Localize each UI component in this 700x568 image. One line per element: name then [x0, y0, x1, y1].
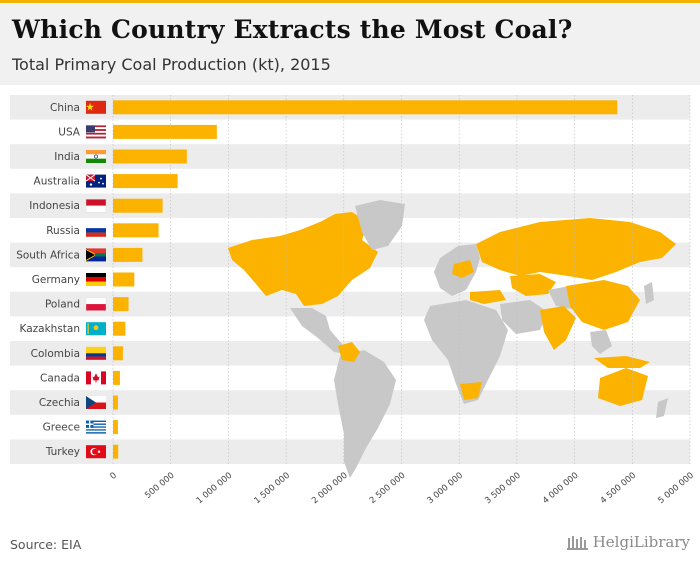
- colombia-flag: [86, 346, 106, 360]
- category-label: China: [50, 102, 80, 114]
- bar: [113, 420, 118, 435]
- world-map: [228, 200, 676, 478]
- x-tick-label: 1 500 000: [252, 471, 292, 506]
- flags: [85, 100, 107, 459]
- x-tick-label: 4 000 000: [541, 471, 581, 506]
- map-japan: [644, 282, 654, 304]
- x-tick-label: 4 500 000: [599, 471, 639, 506]
- bar: [113, 370, 120, 385]
- map-middle-east: [500, 300, 548, 334]
- x-tick-label: 3 000 000: [426, 471, 466, 506]
- map-kazakhstan: [510, 274, 556, 296]
- bar: [113, 272, 135, 287]
- x-axis-ticks: 0 500 000 1 000 000 1 500 000 2 000 000 2 500…: [108, 471, 696, 506]
- category-label: Colombia: [31, 348, 80, 360]
- brand-name: HelgiLibrary: [592, 533, 690, 551]
- category-label: Kazakhstan: [20, 323, 81, 335]
- canada-flag: [86, 371, 106, 385]
- south-africa-flag: [85, 248, 106, 262]
- x-tick-label: 1 000 000: [195, 471, 235, 506]
- india-flag: [86, 150, 106, 163]
- bar: [113, 321, 126, 336]
- chart-title: Which Country Extracts the Most Coal?: [12, 15, 573, 44]
- category-label: India: [54, 151, 80, 163]
- australia-flag: [85, 174, 106, 188]
- map-mexico: [290, 308, 346, 354]
- category-label: USA: [58, 126, 81, 138]
- russia-flag: [86, 223, 106, 237]
- chart-header: Which Country Extracts the Most Coal? To…: [0, 3, 700, 85]
- map-china: [566, 280, 640, 330]
- map-south-america: [334, 350, 396, 478]
- category-label: Germany: [32, 274, 80, 286]
- x-tick-label: 2 500 000: [368, 471, 408, 506]
- poland-flag: [85, 297, 107, 311]
- germany-flag: [86, 273, 106, 286]
- category-label: Australia: [34, 176, 80, 188]
- x-tick-label: 500 000: [143, 471, 176, 501]
- category-label: Indonesia: [29, 200, 80, 212]
- category-label: Canada: [40, 372, 80, 384]
- map-indonesia: [594, 356, 650, 368]
- map-north-america: [228, 212, 378, 306]
- bar: [113, 174, 178, 189]
- bars: [113, 100, 618, 459]
- map-new-zealand: [656, 398, 668, 418]
- row-stripe: [10, 144, 690, 169]
- map-southeast-asia: [590, 330, 612, 354]
- map-greece-turkey: [470, 290, 506, 304]
- category-label: South Africa: [16, 249, 80, 261]
- category-labels: China USA India Australia Indonesia Russia Sou…: [16, 102, 81, 458]
- category-label: Poland: [45, 299, 80, 311]
- x-tick-label: 2 000 000: [310, 471, 350, 506]
- map-australia: [598, 368, 648, 406]
- category-label: Russia: [46, 225, 80, 237]
- china-flag: [86, 100, 106, 114]
- usa-flag: [86, 125, 106, 139]
- bar: [113, 223, 159, 238]
- map-poland-germany: [452, 260, 474, 278]
- accent-bar: [0, 0, 700, 3]
- library-icon: [566, 536, 588, 550]
- map-africa: [424, 300, 508, 404]
- bar: [113, 444, 119, 459]
- turkey-flag: [86, 445, 106, 459]
- bar: [113, 149, 187, 164]
- bar: [113, 198, 163, 213]
- bar: [113, 124, 217, 139]
- bar: [113, 247, 143, 262]
- map-south-africa: [460, 382, 482, 400]
- map-russia: [476, 218, 676, 280]
- bar: [113, 395, 118, 410]
- czechia-flag: [86, 396, 106, 409]
- map-greenland: [355, 200, 405, 250]
- bar-chart: China USA India Australia Indonesia Russia Sou…: [10, 95, 696, 506]
- bar: [113, 297, 129, 312]
- bar: [113, 100, 618, 115]
- greece-flag: [86, 420, 106, 434]
- x-tick-label: 3 500 000: [483, 471, 523, 506]
- category-label: Greece: [43, 422, 80, 434]
- x-tick-label: 5 000 000: [656, 471, 696, 506]
- category-label: Turkey: [45, 446, 80, 458]
- bar: [113, 346, 123, 361]
- category-label: Czechia: [39, 397, 80, 409]
- brand-logo[interactable]: HelgiLibrary: [566, 533, 690, 551]
- map-india: [540, 306, 576, 350]
- x-tick-label: 0: [108, 471, 119, 482]
- kazakhstan-flag: [86, 322, 106, 336]
- source-note: Source: EIA: [10, 537, 82, 552]
- chart-subtitle: Total Primary Coal Production (kt), 2015: [12, 55, 331, 74]
- indonesia-flag: [85, 198, 107, 213]
